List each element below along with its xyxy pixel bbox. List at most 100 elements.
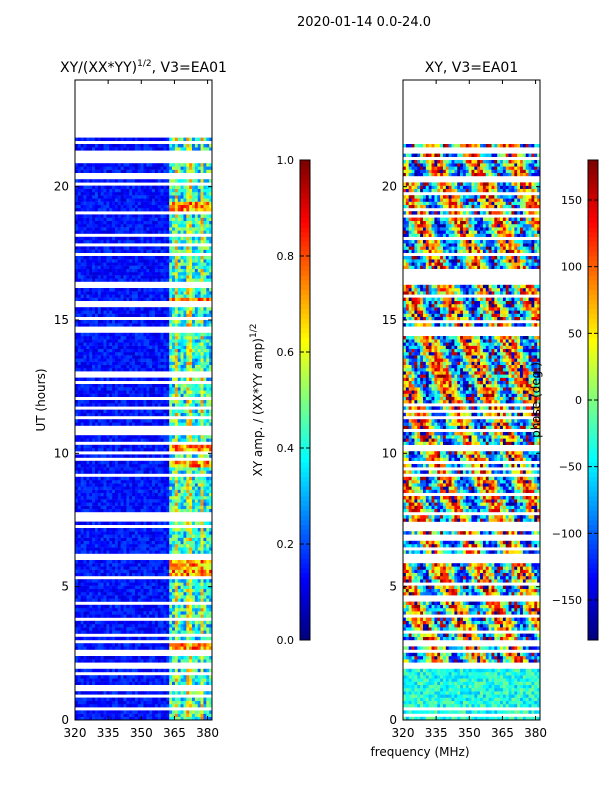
heatmap-cell: [186, 566, 190, 570]
heatmap-cell: [75, 537, 79, 541]
heatmap-cell: [186, 499, 190, 503]
heatmap-cell: [194, 547, 199, 551]
heatmap-cell: [197, 476, 201, 481]
heatmap-cell: [209, 480, 213, 484]
heatmap-cell: [83, 259, 87, 263]
heatmap-cell: [169, 611, 173, 615]
heatmap-cell: [163, 540, 167, 545]
heatmap-cell: [197, 678, 201, 682]
heatmap-cell: [123, 412, 127, 417]
heatmap-cell: [123, 435, 127, 439]
heatmap-cell: [194, 678, 199, 682]
heatmap-cell: [140, 496, 144, 500]
heatmap-cell: [206, 435, 210, 439]
heatmap-cell: [194, 624, 199, 628]
heatmap-cell: [117, 595, 121, 599]
heatmap-cell: [117, 560, 121, 564]
heatmap-cell: [109, 364, 113, 369]
heatmap-cell: [132, 278, 136, 282]
heatmap-cell: [194, 540, 199, 545]
heatmap-cell: [123, 336, 127, 340]
heatmap-cell: [123, 620, 127, 625]
heatmap-cell: [163, 448, 167, 452]
heatmap-cell: [183, 547, 187, 551]
heatmap-cell: [160, 659, 164, 663]
heatmap-cell: [180, 534, 184, 538]
heatmap-cell: [206, 537, 210, 541]
heatmap-cell: [186, 435, 190, 439]
heatmap-cell: [129, 624, 133, 628]
heatmap-cell: [109, 588, 113, 593]
heatmap-cell: [140, 643, 144, 647]
heatmap-cell: [112, 595, 116, 599]
heatmap-cell: [169, 377, 173, 381]
heatmap-cell: [186, 646, 190, 650]
heatmap-cell: [80, 620, 84, 625]
heatmap-cell: [134, 572, 139, 577]
heatmap-cell: [106, 448, 110, 452]
heatmap-cell: [86, 275, 90, 279]
heatmap-cell: [197, 508, 201, 513]
heatmap-cell: [192, 345, 196, 349]
heatmap-cell: [200, 361, 204, 365]
heatmap-cell: [94, 492, 99, 497]
heatmap-cell: [100, 262, 104, 266]
heatmap-cell: [189, 464, 193, 468]
heatmap-cell: [194, 588, 199, 593]
heatmap-cell: [86, 400, 90, 404]
heatmap-cell: [152, 422, 156, 426]
heatmap-cell: [189, 678, 193, 682]
heatmap-cell: [103, 358, 107, 362]
heatmap-cell: [177, 323, 181, 327]
heatmap-cell: [117, 627, 121, 631]
heatmap-cell: [137, 320, 141, 324]
heatmap-cell: [123, 348, 127, 353]
heatmap-cell: [154, 572, 159, 577]
heatmap-cell: [183, 435, 187, 439]
heatmap-cell: [106, 563, 110, 567]
heatmap-cell: [109, 540, 113, 545]
heatmap-cell: [194, 544, 199, 548]
heatmap-cell: [126, 585, 130, 589]
heatmap-cell: [134, 409, 139, 413]
heatmap-cell: [117, 505, 121, 509]
heatmap-cell: [117, 348, 121, 353]
heatmap-cell: [103, 502, 107, 506]
heatmap-cell: [97, 489, 101, 493]
heatmap-cell: [206, 476, 210, 481]
heatmap-cell: [157, 307, 161, 311]
heatmap-cell: [112, 409, 116, 413]
heatmap-cell: [134, 528, 139, 532]
heatmap-cell: [143, 358, 147, 362]
heatmap-cell: [92, 499, 96, 503]
figure-suptitle: 2020-01-14 0.0-24.0: [297, 15, 431, 30]
heatmap-cell: [86, 409, 90, 413]
heatmap-cell: [123, 611, 127, 615]
heatmap-cell: [80, 393, 84, 397]
heatmap-cell: [83, 320, 87, 324]
heatmap-cell: [114, 297, 119, 301]
heatmap-cell: [129, 320, 133, 324]
heatmap-cell: [86, 310, 90, 314]
heatmap-cell: [180, 483, 184, 487]
heatmap-cell: [126, 700, 130, 705]
heatmap-cell: [149, 588, 153, 593]
panel-title-exponent: 1/2: [137, 59, 151, 69]
heatmap-cell: [209, 604, 213, 609]
heatmap-cell: [177, 265, 181, 269]
heatmap-cell: [83, 444, 87, 449]
heatmap-cell: [152, 502, 156, 506]
heatmap-cell: [83, 713, 87, 717]
heatmap-cell: [209, 320, 213, 324]
heatmap-cell: [192, 320, 196, 324]
heatmap-cell: [189, 579, 193, 583]
heatmap-cell: [183, 540, 187, 545]
heatmap-cell: [100, 528, 104, 532]
heatmap-cell: [140, 636, 144, 641]
heatmap-cell: [123, 364, 127, 369]
heatmap-cell: [134, 534, 139, 538]
heatmap-cell: [203, 486, 207, 490]
heatmap-cell: [180, 598, 184, 602]
heatmap-cell: [126, 566, 130, 570]
heatmap-cell: [126, 384, 130, 388]
